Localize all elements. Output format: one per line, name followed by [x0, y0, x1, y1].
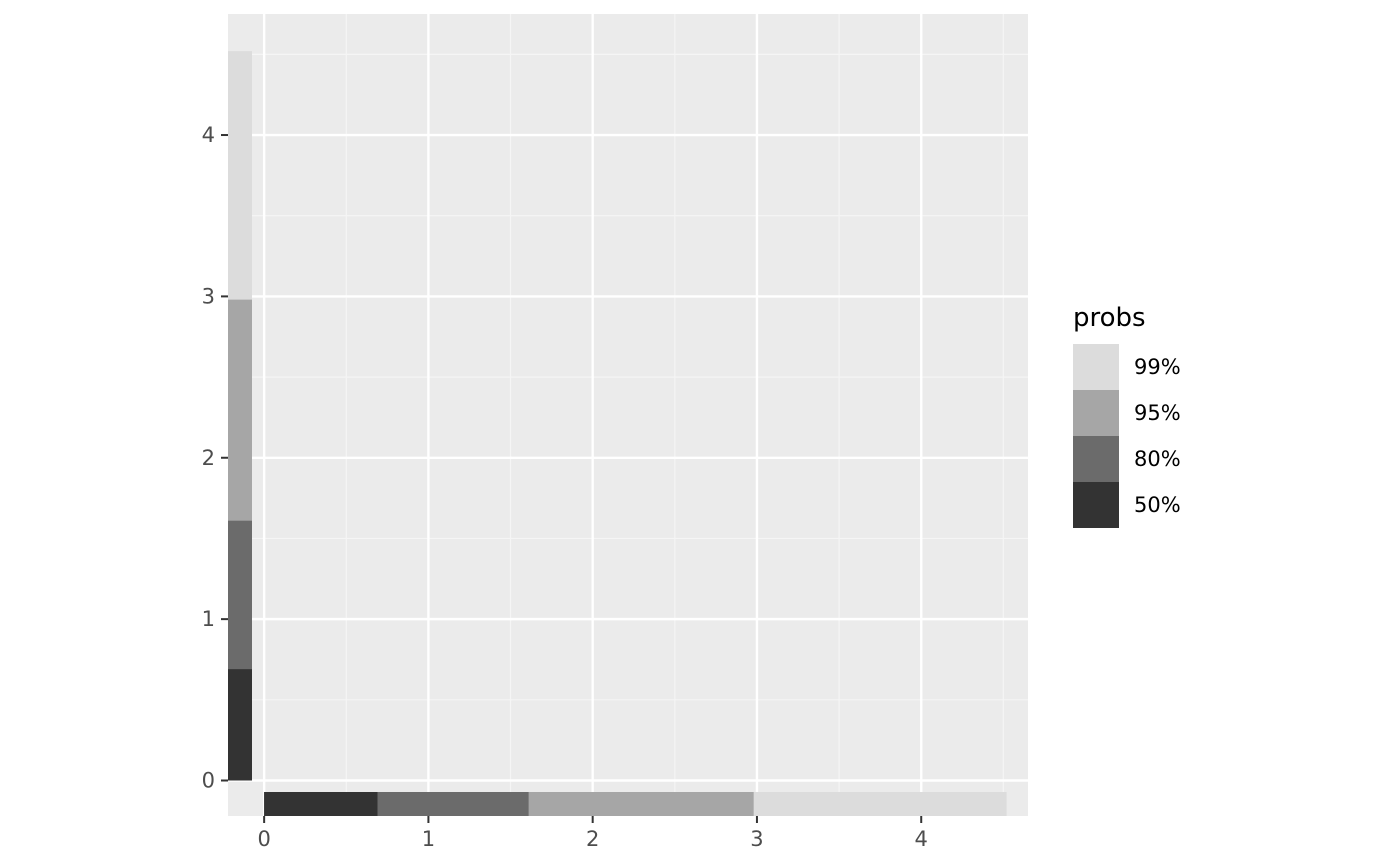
y-rug-interval-50pct [228, 669, 252, 781]
x-tick-label: 4 [915, 827, 928, 851]
legend-label: 95% [1134, 401, 1181, 425]
legend-label: 50% [1134, 493, 1181, 517]
y-tick-label: 4 [202, 123, 215, 147]
x-axis: 0 1 2 3 4 [257, 816, 928, 851]
x-tick-label: 3 [750, 827, 763, 851]
grid-minor-lines [228, 14, 1028, 816]
legend-swatch [1073, 436, 1119, 482]
legend-swatch [1073, 390, 1119, 436]
legend-swatch [1073, 344, 1119, 390]
legend-label: 99% [1134, 355, 1181, 379]
x-tick-label: 2 [586, 827, 599, 851]
y-axis: 0 1 2 3 4 [202, 123, 228, 792]
x-rug-intervals [264, 792, 1007, 816]
legend-swatch [1073, 482, 1119, 528]
y-tick-label: 1 [202, 607, 215, 631]
x-rug-interval-50pct [264, 792, 378, 816]
y-tick-label: 2 [202, 446, 215, 470]
legend-title: probs [1073, 303, 1146, 333]
y-rug-intervals [228, 51, 252, 781]
x-tick-label: 0 [257, 827, 270, 851]
legend: probs 99% 95% 80% 50% [1073, 303, 1181, 528]
y-tick-label: 0 [202, 768, 215, 792]
plot-panel [228, 14, 1028, 816]
grid-major-lines [228, 14, 1028, 816]
y-tick-label: 3 [202, 284, 215, 308]
legend-label: 80% [1134, 447, 1181, 471]
x-tick-label: 1 [422, 827, 435, 851]
